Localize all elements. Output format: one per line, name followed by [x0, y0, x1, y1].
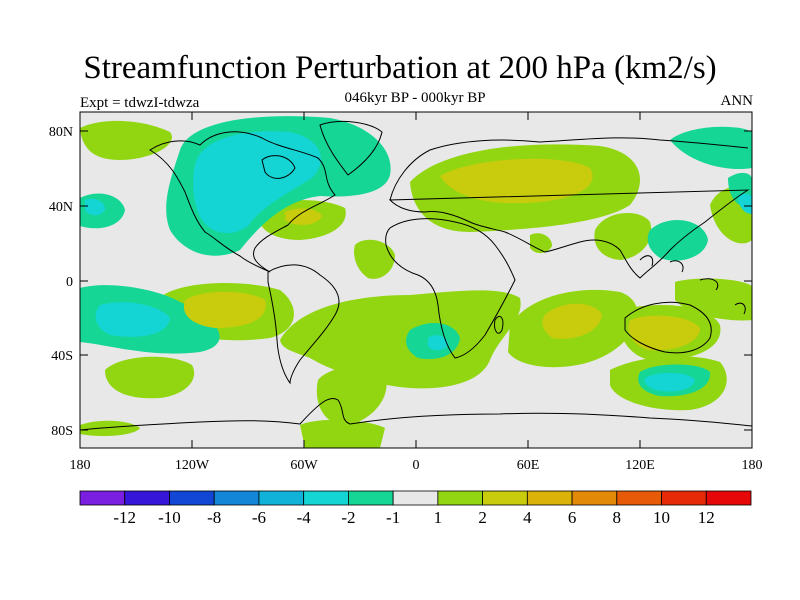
colorbar-label: 12 — [698, 508, 715, 527]
contour-region — [80, 420, 140, 436]
colorbar-swatch — [347, 490, 394, 506]
colorbar-swatch — [169, 490, 215, 506]
lat-tick-label: 40N — [49, 200, 73, 215]
contour-region — [285, 208, 322, 225]
season-label: ANN — [720, 93, 754, 109]
contour-region — [530, 233, 552, 254]
contour-region — [316, 366, 387, 426]
contour-region — [542, 303, 602, 339]
colorbar-label: -10 — [158, 508, 181, 527]
coastlines — [80, 120, 752, 431]
plot-subtitle: 046kyr BP - 000kyr BP — [344, 90, 486, 106]
contour-region — [354, 239, 395, 279]
colorbar-swatch — [705, 490, 752, 506]
contour-region — [85, 198, 106, 216]
lon-tick-label: 120W — [175, 458, 210, 473]
colorbar-label: 4 — [523, 508, 532, 527]
coastline-antarctica — [80, 398, 752, 431]
coastline-australia — [624, 301, 712, 354]
coastline-greenland — [319, 120, 383, 176]
colorbar-swatch — [661, 490, 707, 506]
colorbar-swatch — [437, 490, 484, 506]
contour-region — [644, 372, 695, 392]
coastline-madagascar — [494, 315, 504, 334]
coastline-north-america — [149, 131, 336, 273]
colorbar-label: 8 — [613, 508, 622, 527]
contour-region — [280, 290, 521, 389]
contour-region — [300, 419, 385, 448]
colorbar-label: 2 — [478, 508, 487, 527]
coastline-hudson-bay — [261, 155, 296, 179]
contour-region — [670, 126, 752, 170]
colorbar: -12 -10 -8 -6 -4 -2 -1 1 2 4 6 8 10 12 — [79, 490, 752, 527]
lon-tick-label: 120E — [625, 458, 655, 473]
colorbar-label: -6 — [252, 508, 266, 527]
contour-region — [628, 315, 700, 351]
colorbar-swatch — [303, 490, 349, 506]
colorbar-swatch — [616, 490, 662, 506]
map-panel — [80, 112, 752, 448]
colorbar-label: 1 — [434, 508, 443, 527]
coastline-islands — [639, 255, 746, 315]
contour-region — [675, 278, 752, 321]
tick-marks — [79, 112, 753, 448]
colorbar-swatch — [79, 490, 126, 506]
contour-region — [428, 335, 448, 351]
plot-title: Streamfunction Perturbation at 200 hPa (… — [83, 50, 717, 86]
colorbar-label: -8 — [207, 508, 221, 527]
colorbar-label: 10 — [653, 508, 670, 527]
colorbar-label: -1 — [386, 508, 400, 527]
lat-tick-label: 40S — [51, 349, 73, 364]
lon-tick-label: 0 — [413, 458, 420, 473]
contour-region — [738, 193, 752, 214]
contour-fills — [80, 116, 752, 448]
lon-tick-label: 60E — [517, 458, 540, 473]
colorbar-swatch — [526, 490, 573, 506]
colorbar-label: -12 — [113, 508, 136, 527]
contour-region — [440, 158, 593, 204]
contour-region — [183, 291, 266, 328]
contour-region — [193, 131, 321, 234]
contour-region — [80, 120, 172, 160]
coastline-south-america — [267, 264, 340, 385]
lon-tick-label: 180 — [70, 458, 91, 473]
contour-region — [95, 302, 170, 337]
colorbar-label: -4 — [297, 508, 312, 527]
contour-region — [105, 356, 195, 399]
colorbar-label: -2 — [341, 508, 355, 527]
colorbar-swatch — [392, 490, 439, 506]
coastline-africa — [385, 218, 516, 359]
lat-tick-label: 0 — [66, 275, 73, 290]
colorbar-swatch — [482, 490, 528, 506]
colorbar-swatch — [213, 490, 260, 506]
colorbar-swatch — [571, 490, 618, 506]
colorbar-swatch — [258, 490, 305, 506]
lat-tick-label: 80S — [51, 424, 73, 439]
lon-tick-label: 180 — [742, 458, 763, 473]
colorbar-swatch — [124, 490, 170, 506]
longitude-labels: 180 120W 60W 0 60E 120E 180 — [70, 458, 763, 473]
lat-tick-label: 80N — [49, 125, 73, 140]
latitude-labels: 80N 40N 0 40S 80S — [49, 125, 73, 439]
coastline-europe-asia — [388, 137, 750, 279]
colorbar-label: 6 — [568, 508, 577, 527]
contour-region — [594, 212, 652, 260]
experiment-label: Expt = tdwzI-tdwza — [80, 95, 200, 111]
lon-tick-label: 60W — [290, 458, 318, 473]
